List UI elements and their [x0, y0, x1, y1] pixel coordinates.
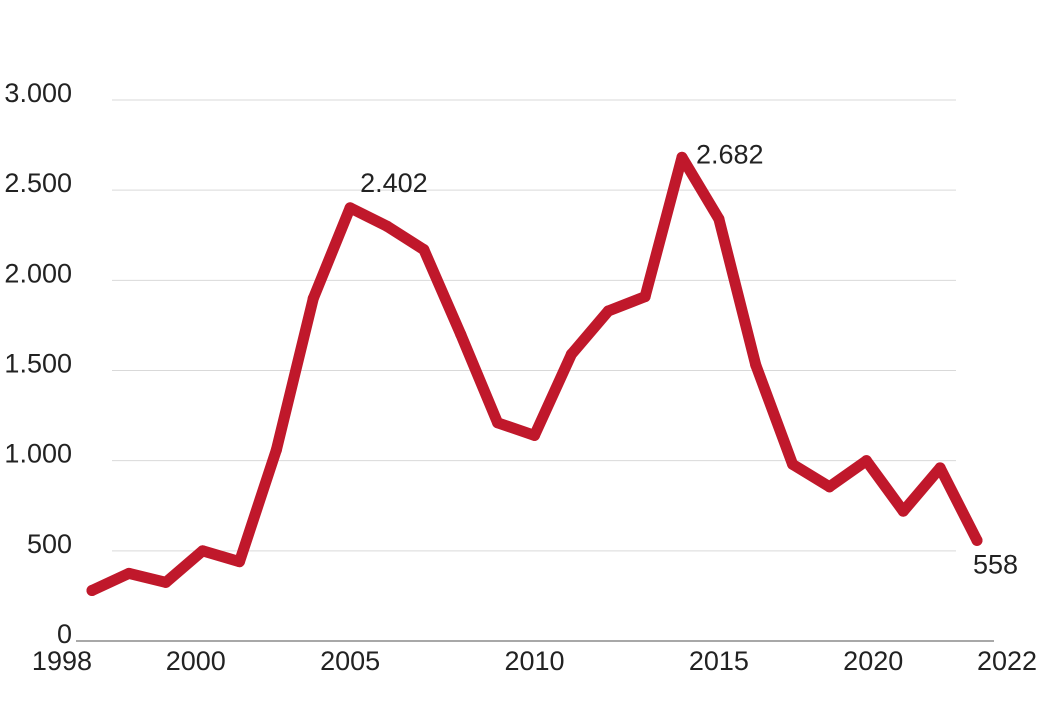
x-tick-label: 2005 — [320, 646, 380, 676]
data-labels: 2.402 2.682 558 — [360, 139, 1018, 579]
data-point — [307, 292, 319, 304]
data-label: 2.682 — [696, 139, 764, 169]
data-point — [418, 244, 430, 256]
data-point — [160, 576, 172, 588]
data-point — [897, 505, 909, 517]
data-point — [565, 348, 577, 360]
data-point — [197, 545, 209, 557]
x-tick-label: 2010 — [504, 646, 564, 676]
data-point — [602, 305, 614, 317]
y-axis-tick-labels: 0 500 1.000 1.500 2.000 2.500 3.000 — [4, 78, 72, 649]
data-point — [824, 481, 835, 493]
data-point — [750, 359, 762, 371]
y-tick-label: 1.000 — [4, 439, 72, 469]
y-tick-label: 0 — [57, 619, 72, 649]
data-point — [344, 202, 356, 214]
x-tick-label: 1998 — [32, 646, 92, 676]
x-tick-label: 2020 — [843, 646, 903, 676]
y-tick-label: 3.000 — [4, 78, 72, 108]
x-tick-label: 2000 — [166, 646, 226, 676]
y-tick-label: 2.000 — [4, 258, 72, 288]
data-point — [529, 429, 540, 441]
data-point — [676, 151, 688, 163]
data-point — [934, 462, 946, 474]
data-point — [455, 328, 467, 340]
data-point — [234, 556, 245, 568]
y-tick-label: 500 — [27, 529, 72, 559]
gridlines — [112, 99, 956, 552]
data-point — [971, 534, 983, 546]
data-point — [639, 291, 651, 303]
data-label: 2.402 — [360, 168, 428, 198]
x-axis-tick-labels: 1998 2000 2005 2010 2015 2020 2022 — [32, 646, 1037, 676]
series-line — [86, 151, 983, 596]
series-lines — [86, 151, 983, 597]
y-tick-label: 2.500 — [4, 168, 72, 198]
data-point — [860, 455, 872, 467]
data-point — [492, 417, 504, 429]
data-label: 558 — [973, 549, 1018, 579]
data-point — [381, 220, 393, 232]
x-tick-label: 2022 — [977, 646, 1037, 676]
data-point — [713, 213, 725, 225]
x-tick-label: 2015 — [689, 646, 749, 676]
data-point — [787, 458, 799, 470]
data-point — [123, 567, 135, 579]
data-point — [270, 444, 282, 456]
y-tick-label: 1.500 — [4, 349, 72, 379]
data-point — [86, 585, 98, 597]
